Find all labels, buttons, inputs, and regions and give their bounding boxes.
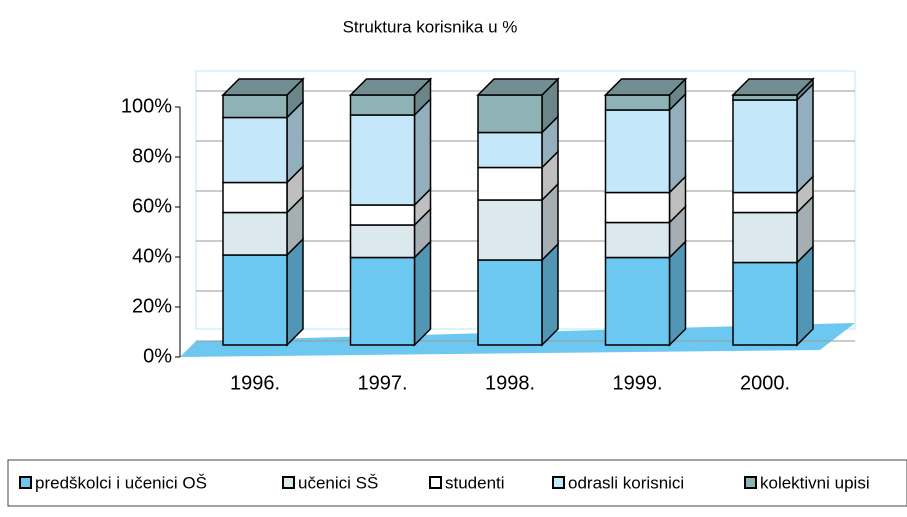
bar-top	[476, 78, 560, 96]
bar-side	[796, 244, 814, 347]
bar-side	[796, 82, 814, 195]
x-tick-label: 1998.	[485, 372, 535, 394]
legend-swatch	[19, 476, 32, 489]
bar-segment	[477, 94, 543, 134]
bar-segment	[222, 211, 288, 256]
bar-segment	[732, 99, 798, 194]
legend-swatch	[282, 476, 295, 489]
bar-segment	[349, 224, 416, 259]
y-tick-label: 80%	[132, 145, 172, 167]
x-tick-label: 2000.	[740, 372, 790, 394]
y-tick-label: 20%	[132, 295, 172, 317]
bar-segment	[604, 256, 671, 346]
bar-segment	[222, 94, 288, 119]
x-tick-label: 1997.	[357, 372, 407, 394]
legend-swatch	[744, 476, 757, 489]
bar-segment	[349, 256, 416, 346]
bar-side	[668, 239, 687, 347]
bar-segment	[222, 116, 288, 184]
legend-label: učenici SŠ	[298, 473, 378, 492]
bar-segment	[477, 259, 543, 346]
bar-segment	[732, 211, 798, 264]
bar-side	[541, 242, 559, 347]
bar-segment	[477, 166, 543, 201]
y-tick-label: 60%	[132, 195, 172, 217]
bar-segment	[477, 199, 543, 261]
y-tick-label: 40%	[132, 245, 172, 267]
chart-title: Struktura korisnika u %	[343, 17, 518, 36]
bar-segment	[222, 254, 288, 346]
bar-segment	[732, 261, 798, 346]
bar-top	[731, 78, 815, 96]
bar-segment	[604, 191, 671, 224]
bar-side	[413, 239, 432, 347]
y-tick-label: 100%	[121, 95, 172, 117]
bar-top	[603, 78, 688, 96]
bar-segment	[604, 109, 671, 194]
legend-label: predškolci i učenici OŠ	[35, 473, 207, 492]
x-tick-label: 1999.	[612, 372, 662, 394]
bar-segment	[604, 221, 671, 259]
bar-top	[348, 78, 433, 96]
bar-side	[286, 237, 304, 347]
legend-label: studenti	[445, 473, 505, 492]
bar-segment	[349, 94, 416, 116]
legend-box	[7, 459, 907, 507]
legend-label: odrasli korisnici	[568, 473, 684, 492]
bar-segment	[349, 204, 416, 226]
bar-segment	[732, 191, 798, 214]
bar-side	[413, 97, 432, 207]
bar-segment	[349, 114, 416, 206]
x-tick-label: 1996.	[230, 372, 280, 394]
y-tick-label: 0%	[143, 345, 172, 367]
legend-label: kolektivni upisi	[760, 473, 870, 492]
bar-segment	[477, 131, 543, 169]
legend-swatch	[552, 476, 565, 489]
bar-top	[221, 78, 305, 96]
bar-segment	[604, 94, 671, 111]
bar-side	[668, 92, 687, 195]
bar-segment	[222, 181, 288, 214]
legend-swatch	[429, 476, 442, 489]
